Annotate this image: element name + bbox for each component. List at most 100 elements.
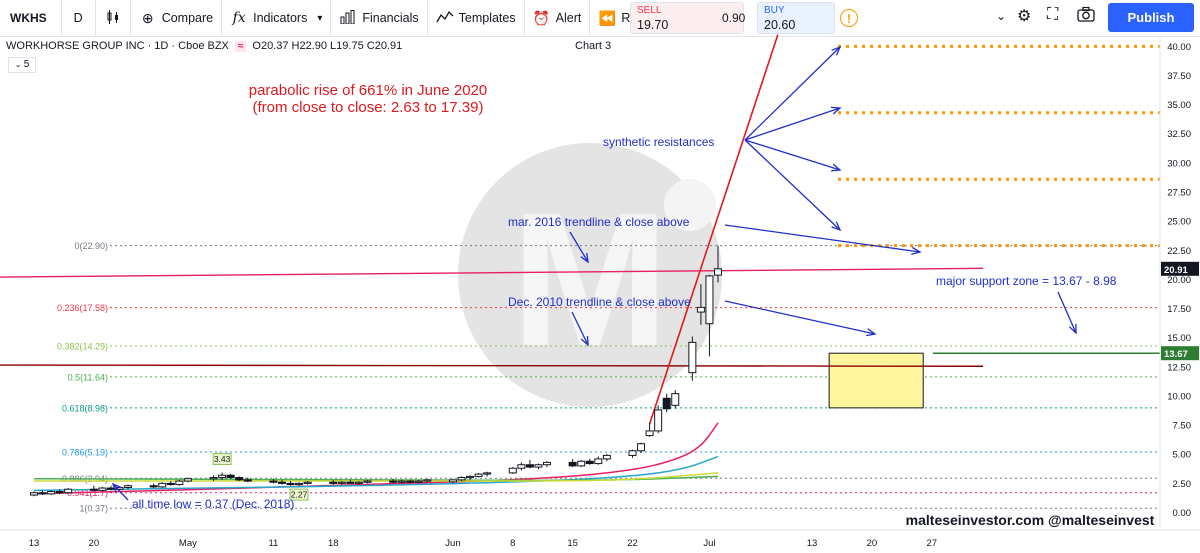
fib-retracement: 0(22.90) 0.236(17.58) 0.382(14.29) 0.5(11.6… [57, 241, 1160, 514]
candle-body [98, 487, 107, 491]
chart-legend: WORKHORSE GROUP INC · 1D · Cboe BZX ≈ O2… [6, 40, 402, 52]
fib-level-label: 0.618(8.98) [62, 403, 108, 413]
candle [98, 486, 107, 492]
candle-body [508, 467, 517, 474]
chart-type-button[interactable] [96, 0, 131, 36]
publish-button[interactable]: Publish [1108, 3, 1194, 32]
candle-body [466, 475, 475, 479]
candle-body [337, 481, 346, 484]
candle [517, 462, 526, 471]
y-tick-label: 37.50 [1167, 71, 1191, 82]
price-marker-box [289, 488, 309, 501]
candles [30, 245, 722, 497]
candle [662, 393, 671, 413]
rewind-icon: ⏪ [598, 9, 617, 26]
candle-body [55, 491, 64, 494]
candle-body [38, 492, 47, 495]
x-tick-label: 20 [867, 538, 878, 549]
arrow-head [866, 328, 877, 337]
candle [457, 476, 466, 482]
alert-button[interactable]: ⏰ Alert [525, 0, 591, 36]
arrow-head [831, 221, 842, 232]
arrow-synthetic-2 [744, 106, 842, 141]
candle [329, 479, 338, 485]
annotations: parabolic rise of 661% in June 2020(from… [111, 45, 1155, 528]
candle [688, 336, 697, 381]
chevron-down-icon[interactable]: ⌄ [996, 9, 1007, 23]
camera-icon[interactable] [1077, 6, 1095, 27]
templates-button[interactable]: Templates [428, 0, 525, 36]
candle-body [696, 306, 705, 313]
financials-button[interactable]: Financials [331, 0, 428, 36]
arrow-line [744, 46, 841, 141]
hidden-indicators-value: 5 [23, 59, 30, 70]
fib-level-label: 0.236(17.58) [57, 303, 108, 313]
moving-average-line [33, 455, 719, 492]
y-tick-label: 35.00 [1167, 100, 1191, 111]
fib-level-label: 0.786(5.19) [62, 448, 108, 458]
candle-body [329, 481, 338, 484]
arrow-mar2016-right [724, 224, 922, 255]
sell-button[interactable]: SELL 19.70 [630, 2, 744, 34]
fib-level-label: 0.382(14.29) [57, 341, 108, 351]
price-label-box [1161, 346, 1199, 361]
arrow-head [831, 45, 842, 56]
candle [414, 479, 423, 484]
candle [645, 422, 654, 437]
x-tick-label: 20 [89, 538, 100, 549]
y-tick-label: 17.50 [1167, 304, 1191, 315]
gear-icon[interactable]: ⚙ [1017, 8, 1032, 25]
candle-body [269, 480, 278, 483]
indicators-button[interactable]: fx Indicators ▾ [222, 0, 332, 36]
price-marker-label: 2.27 [291, 490, 308, 500]
candle-body [47, 491, 56, 495]
candle [30, 491, 38, 497]
x-tick-label: 8 [510, 538, 515, 549]
candle [295, 482, 304, 487]
moving-average-line [33, 422, 719, 495]
candle-body [594, 458, 603, 465]
arrow-line [569, 231, 589, 263]
candle [363, 479, 372, 484]
candle [149, 483, 158, 489]
buy-label: BUY [764, 5, 785, 16]
arrow-synthetic-1 [744, 45, 842, 141]
candle-body [166, 482, 175, 486]
compare-button[interactable]: ⊕ Compare [131, 0, 223, 36]
arrow-head [580, 252, 589, 264]
candle-body [483, 472, 492, 475]
headline-text: parabolic rise of 661% in June 2020 [249, 82, 488, 99]
candle-body [543, 461, 551, 466]
legend-indicator-icon[interactable]: ≈ [234, 40, 247, 52]
fib-level-label: 0.941(1.7) [67, 488, 108, 498]
watermark-logo: M [458, 143, 722, 407]
interval-selector[interactable]: D [62, 0, 96, 36]
info-icon[interactable]: ! [840, 9, 858, 27]
candle [337, 481, 346, 485]
y-tick-label: 27.50 [1167, 188, 1191, 199]
fib-level-label: 1(0.37) [79, 504, 108, 514]
fx-icon: fx [232, 10, 246, 26]
candle-body [525, 464, 534, 468]
candle [64, 488, 73, 494]
watermark-emblem [664, 179, 716, 231]
candle [389, 478, 398, 484]
candle [654, 405, 663, 434]
candle-body [423, 479, 432, 482]
candle [534, 463, 543, 470]
candle [543, 461, 551, 468]
candle-body [226, 474, 235, 479]
candle-body [714, 268, 722, 276]
chevron-down-icon: ⌄ [14, 60, 24, 69]
candle-body [654, 409, 663, 432]
hidden-indicators-count[interactable]: ⌄ 5 [8, 57, 36, 73]
candle-body [628, 450, 637, 456]
fullscreen-icon[interactable]: ⛶ [1047, 6, 1059, 23]
candle [637, 442, 646, 454]
symbol-search[interactable]: WKHS [0, 0, 62, 36]
arrow-head [580, 335, 589, 347]
sell-label: SELL [637, 5, 662, 16]
buy-button[interactable]: BUY 20.60 [757, 2, 835, 34]
candle-body [124, 485, 133, 488]
